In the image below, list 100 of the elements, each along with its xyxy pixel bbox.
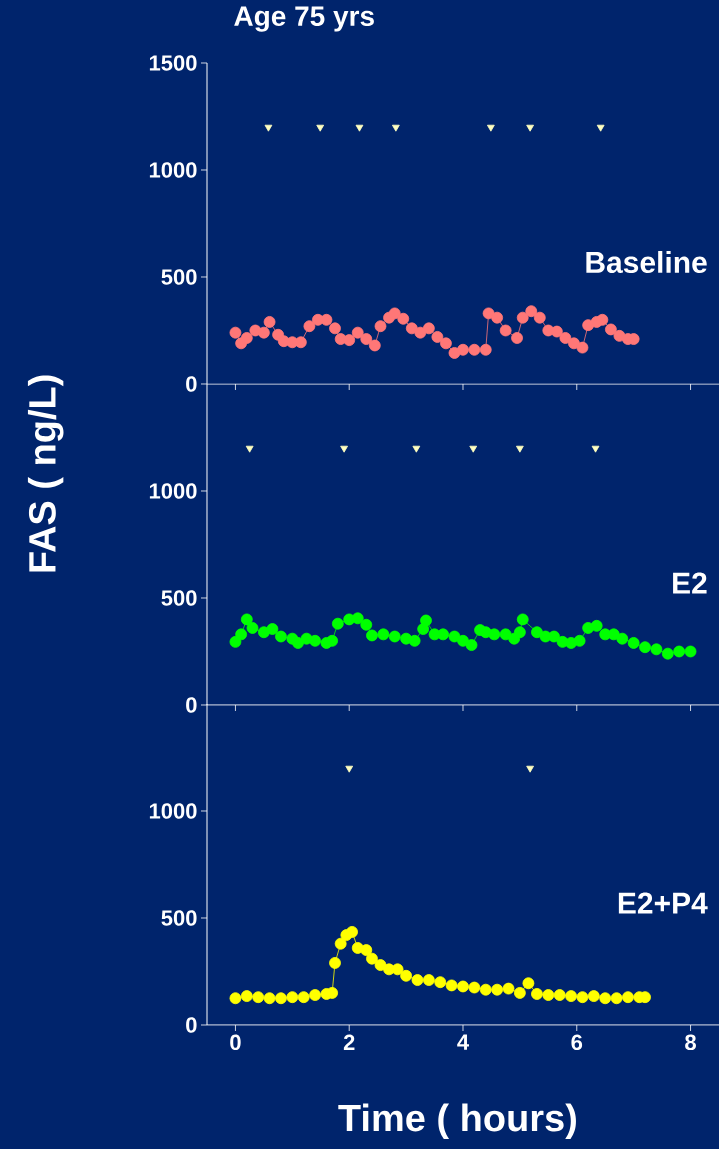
- point: [488, 628, 501, 641]
- chart-title: Age 75 yrs: [234, 6, 374, 32]
- point: [329, 322, 341, 335]
- point: [542, 989, 555, 1001]
- point: [355, 124, 364, 132]
- y-tick-label: 0: [186, 376, 197, 392]
- point: [411, 974, 424, 986]
- y-tick-label: 500: [161, 269, 197, 285]
- y-tick-label: 500: [161, 590, 197, 606]
- point: [465, 639, 478, 651]
- point: [599, 992, 612, 1005]
- point: [405, 322, 418, 335]
- point: [374, 959, 387, 971]
- point: [297, 991, 310, 1004]
- point: [264, 124, 273, 132]
- point: [397, 312, 410, 325]
- x-tick-label: 6: [571, 1034, 583, 1051]
- point: [420, 614, 432, 627]
- point: [351, 326, 364, 339]
- point: [576, 991, 589, 1004]
- point: [531, 626, 543, 639]
- point: [326, 634, 339, 647]
- point: [576, 341, 589, 354]
- x-tick-label: 4: [457, 1034, 469, 1050]
- y-tick-label: 1000: [149, 162, 197, 178]
- point: [229, 326, 242, 339]
- point: [468, 343, 481, 356]
- point: [286, 991, 299, 1004]
- point: [491, 983, 504, 996]
- point: [596, 124, 605, 132]
- text: E2+P4: [618, 892, 708, 914]
- x-tick-label: 8: [685, 1034, 696, 1051]
- point: [533, 311, 546, 324]
- point: [468, 981, 481, 994]
- point: [412, 445, 421, 453]
- point: [440, 337, 452, 350]
- point: [388, 307, 401, 320]
- point: [553, 989, 566, 1001]
- point: [622, 991, 634, 1004]
- point: [240, 990, 253, 1002]
- point: [522, 977, 535, 990]
- point: [596, 313, 609, 326]
- point: [511, 332, 523, 344]
- y-tick-label: 0: [186, 697, 197, 713]
- point: [240, 613, 253, 626]
- point: [331, 617, 344, 630]
- point: [487, 124, 495, 132]
- point: [340, 445, 348, 453]
- point: [309, 989, 321, 1001]
- point: [445, 979, 458, 992]
- point: [610, 992, 623, 1005]
- point: [345, 765, 354, 773]
- point: [275, 630, 287, 643]
- point: [309, 634, 321, 647]
- point: [275, 992, 287, 1005]
- point: [499, 628, 512, 641]
- point: [525, 305, 538, 318]
- point: [673, 645, 686, 658]
- point: [240, 332, 253, 344]
- point: [400, 969, 413, 982]
- point: [616, 632, 629, 645]
- point: [422, 974, 435, 986]
- point: [605, 323, 617, 336]
- point: [502, 982, 515, 995]
- point: [457, 980, 469, 993]
- point: [431, 331, 444, 343]
- point: [360, 333, 373, 345]
- point: [329, 957, 341, 969]
- x-tick-label: 0: [230, 1034, 241, 1051]
- point: [548, 630, 560, 643]
- point: [388, 630, 401, 643]
- y-tick-label: 0: [186, 1017, 197, 1033]
- series-label: E2: [673, 572, 707, 594]
- point: [565, 990, 577, 1002]
- point: [263, 992, 276, 1005]
- point: [437, 628, 449, 641]
- point: [591, 445, 600, 453]
- point: [479, 343, 492, 356]
- y-axis-title: FAS ( ng/L): [27, 375, 64, 572]
- point: [235, 628, 248, 641]
- point: [360, 944, 373, 956]
- point: [246, 622, 259, 634]
- point: [568, 337, 580, 350]
- point: [590, 619, 603, 632]
- point: [422, 322, 435, 335]
- point: [368, 339, 381, 352]
- point: [392, 124, 400, 132]
- point: [263, 316, 276, 328]
- x-tick-label: 2: [343, 1034, 355, 1050]
- y-tick-label: 1000: [149, 803, 197, 819]
- point: [229, 992, 242, 1005]
- point: [377, 628, 390, 641]
- point: [491, 311, 504, 324]
- point: [516, 613, 529, 626]
- point: [257, 326, 270, 339]
- point: [457, 343, 469, 356]
- point: [513, 987, 526, 999]
- point: [516, 311, 529, 324]
- point: [526, 765, 534, 773]
- point: [303, 320, 316, 333]
